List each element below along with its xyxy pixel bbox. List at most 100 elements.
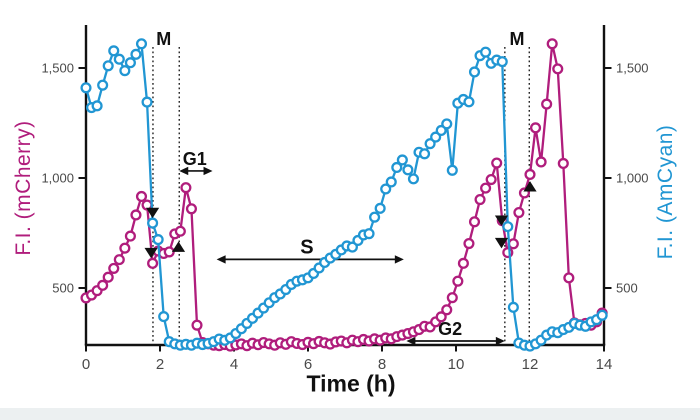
- data-point-mcherry: [463, 238, 475, 250]
- data-point-mcherry: [480, 182, 492, 194]
- data-point-mcherry: [513, 206, 525, 219]
- arrowhead-right: [394, 255, 404, 264]
- right-y-tick-label: 1,500: [616, 61, 649, 76]
- data-point-mcherry: [191, 319, 203, 331]
- left-y-tick-label: 1,500: [41, 61, 74, 76]
- data-point-mcherry: [185, 203, 198, 215]
- x-tick-label: 4: [230, 356, 238, 373]
- arrowhead-right: [495, 336, 505, 346]
- data-point-mcherry: [119, 242, 131, 254]
- data-point-amcyan: [446, 164, 458, 176]
- data-point-amcyan: [113, 53, 125, 65]
- data-point-mcherry: [446, 292, 458, 304]
- x-axis-title: Time (h): [306, 370, 396, 397]
- x-tick-label: 14: [596, 356, 613, 373]
- data-point-amcyan: [97, 79, 109, 91]
- data-point-amcyan: [496, 56, 508, 68]
- data-point-mcherry: [180, 182, 192, 194]
- left-y-tick-label: 1,000: [41, 171, 74, 186]
- x-tick-label: 12: [522, 356, 539, 373]
- data-point-amcyan: [468, 66, 481, 78]
- data-point-mcherry: [124, 230, 136, 242]
- data-point-amcyan: [418, 148, 431, 160]
- data-point-amcyan: [502, 221, 514, 233]
- data-point-mcherry: [163, 246, 175, 258]
- triangle-down-marker: [144, 247, 158, 259]
- triangle-down-marker: [494, 237, 509, 249]
- arrowhead-left: [406, 336, 416, 346]
- data-point-amcyan: [596, 309, 608, 321]
- phase-label-g1: G1: [183, 149, 207, 169]
- data-point-mcherry: [97, 279, 109, 291]
- triangle-up-marker: [523, 181, 537, 192]
- data-point-amcyan: [374, 202, 386, 214]
- triangle-down-marker: [146, 207, 160, 219]
- data-point-mcherry: [174, 225, 186, 237]
- data-point-amcyan: [402, 164, 414, 176]
- phase-label-g2: G2: [438, 319, 462, 339]
- right-y-tick-label: 500: [616, 281, 638, 296]
- data-point-mcherry: [108, 262, 120, 274]
- arrowhead-left: [216, 255, 226, 264]
- data-point-amcyan: [80, 82, 92, 94]
- data-point-amcyan: [385, 176, 397, 188]
- data-point-amcyan: [141, 96, 153, 108]
- data-point-amcyan: [380, 183, 392, 195]
- data-point-mcherry: [491, 157, 503, 169]
- x-tick-label: 0: [82, 356, 90, 373]
- data-point-amcyan: [124, 57, 136, 69]
- data-point-amcyan: [507, 301, 519, 313]
- data-point-amcyan: [147, 217, 159, 229]
- data-point-amcyan: [391, 161, 403, 173]
- data-point-mcherry: [529, 122, 542, 134]
- x-tick-label: 2: [156, 356, 164, 373]
- data-point-amcyan: [135, 38, 148, 50]
- data-point-amcyan: [396, 154, 408, 166]
- data-point-mcherry: [435, 311, 447, 323]
- data-point-amcyan: [119, 65, 131, 77]
- triangle-up-marker: [171, 241, 186, 252]
- right-axis-title: F.I. (AmCyan): [654, 124, 677, 260]
- data-point-mcherry: [557, 157, 569, 170]
- data-point-amcyan: [158, 311, 170, 323]
- data-point-mcherry: [468, 216, 481, 228]
- footer-strip: [0, 408, 700, 420]
- data-point-mcherry: [147, 257, 159, 269]
- left-y-tick-label: 500: [52, 281, 74, 296]
- x-tick-label: 6: [304, 356, 312, 373]
- data-point-mcherry: [563, 272, 575, 284]
- data-point-amcyan: [130, 48, 142, 60]
- data-point-mcherry: [552, 63, 564, 75]
- data-point-mcherry: [457, 257, 469, 269]
- data-point-mcherry: [485, 173, 497, 186]
- left-axis-title: F.I. (mCherry): [12, 120, 35, 256]
- data-point-amcyan: [369, 211, 381, 223]
- data-point-mcherry: [113, 254, 125, 266]
- data-point-amcyan: [363, 228, 375, 240]
- phase-label-m: M: [510, 29, 525, 49]
- data-point-mcherry: [130, 209, 142, 221]
- data-point-amcyan: [463, 96, 475, 108]
- data-point-mcherry: [441, 304, 453, 316]
- data-point-amcyan: [480, 46, 492, 58]
- triangle-down-marker: [494, 215, 509, 226]
- x-tick-label: 10: [448, 356, 465, 373]
- data-point-mcherry: [541, 98, 553, 110]
- phase-label-s: S: [300, 236, 313, 258]
- data-point-amcyan: [441, 118, 453, 130]
- data-point-mcherry: [135, 190, 148, 203]
- data-point-mcherry: [102, 271, 114, 283]
- data-point-amcyan: [91, 100, 103, 112]
- data-point-amcyan: [407, 173, 420, 185]
- phase-label-m: M: [156, 29, 171, 49]
- right-y-tick-label: 1,000: [616, 171, 649, 186]
- data-point-mcherry: [546, 38, 558, 50]
- arrowhead-left: [179, 166, 189, 176]
- data-point-amcyan: [108, 45, 120, 57]
- data-point-amcyan: [102, 60, 114, 72]
- data-point-mcherry: [524, 168, 536, 181]
- arrowhead-right: [203, 166, 213, 176]
- data-point-amcyan: [152, 234, 164, 246]
- data-point-mcherry: [452, 275, 464, 287]
